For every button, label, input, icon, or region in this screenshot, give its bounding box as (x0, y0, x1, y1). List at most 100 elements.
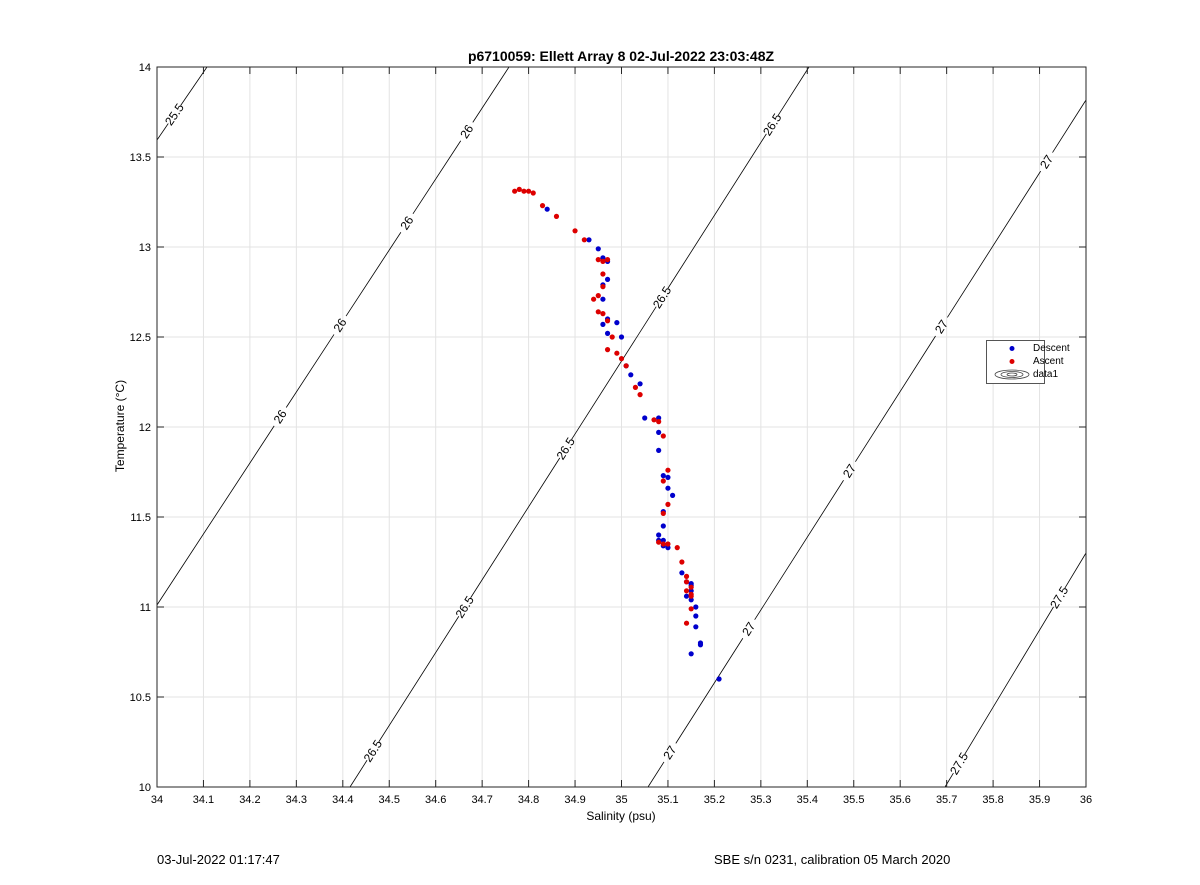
x-tick-label: 35.5 (843, 794, 864, 806)
descent-point (604, 276, 611, 282)
contour-line (472, 66, 510, 123)
contour-label: 26 (271, 407, 290, 426)
legend-label-data1: data1 (1033, 369, 1059, 380)
ascent-point (683, 620, 690, 626)
contour-label: 26.5 (554, 435, 579, 462)
footer-calibration: SBE s/n 0231, calibration 05 March 2020 (714, 852, 951, 867)
ascent-point (660, 510, 666, 516)
x-tick-label: 34.2 (239, 794, 260, 806)
axis-ticks: 34 34.1 34.2 34.3 34.4 34.5 34.6 34.7 34.8 34.9 35… (130, 62, 1093, 806)
x-tick-label: 35.4 (797, 794, 818, 806)
x-tick-label: 34.8 (518, 794, 539, 806)
contour-line (571, 306, 657, 440)
x-axis-label: Salinity (psu) (586, 809, 655, 823)
contour-label: 27.5 (947, 750, 971, 778)
descent-point (614, 320, 620, 326)
ascent-point (656, 419, 662, 425)
ascent-point (530, 190, 536, 196)
ascent-point (679, 559, 685, 565)
x-tick-label: 35 (615, 794, 627, 806)
ascent-point (595, 309, 601, 315)
ascent-point (688, 593, 694, 599)
ascent-point (600, 311, 606, 317)
ascent-point (604, 257, 611, 263)
descent-point (697, 642, 704, 648)
x-tick-label: 35.7 (936, 794, 957, 806)
y-tick-label: 12 (139, 422, 151, 434)
y-tick-label: 10 (139, 782, 151, 794)
ascent-point (604, 347, 611, 353)
ascent-point (604, 318, 611, 324)
contour-label: 26 (457, 122, 476, 141)
ascent-point (572, 228, 578, 234)
descent-point (660, 473, 666, 479)
ascent-point (665, 501, 671, 507)
descent-point (669, 492, 676, 498)
contour-line (947, 170, 1042, 318)
y-axis-label: Temperature (°C) (113, 380, 127, 472)
y-tick-label: 14 (139, 62, 151, 74)
descent-point (628, 372, 634, 378)
descent-point (693, 604, 699, 610)
ascent-marker-icon (1009, 359, 1015, 364)
legend-entry-ascent: Ascent (987, 355, 1064, 368)
ascent-point (665, 467, 671, 473)
descent-point (595, 246, 601, 252)
ascent-point (539, 203, 546, 209)
ascent-point (623, 363, 629, 369)
ascent-point (526, 188, 532, 194)
descent-point (656, 429, 662, 435)
descent-point (688, 588, 694, 594)
descent-point (688, 651, 694, 657)
ascent-point (660, 478, 666, 484)
contour-line (412, 140, 462, 215)
ascent-point (637, 392, 643, 398)
contour-line (1052, 99, 1087, 153)
descent-point (604, 330, 611, 336)
ascent-point (512, 188, 518, 194)
x-tick-label: 34.3 (286, 794, 307, 806)
contour-line (470, 457, 561, 598)
grid-lines (156, 66, 1087, 788)
x-tick-label: 35.8 (982, 794, 1003, 806)
contour-line (667, 133, 767, 289)
contour-line (349, 760, 368, 788)
contour-label: 26 (397, 213, 416, 232)
descent-point (693, 613, 699, 619)
legend-label-ascent: Ascent (1033, 356, 1064, 367)
contour-label: 27 (660, 743, 679, 762)
x-tick-label: 35.1 (657, 794, 678, 806)
descent-point (637, 381, 643, 387)
descent-point (693, 624, 699, 630)
contour-line (156, 425, 275, 606)
x-tick-label: 34 (151, 794, 163, 806)
x-tick-label: 35.2 (704, 794, 725, 806)
descent-point (665, 485, 671, 491)
ascent-point (651, 417, 657, 423)
contour-label: 27 (932, 317, 951, 336)
x-tick-label: 35.9 (1029, 794, 1050, 806)
x-tick-label: 35.3 (750, 794, 771, 806)
y-tick-label: 13.5 (130, 152, 151, 164)
contour-line (156, 123, 169, 141)
legend-label-descent: Descent (1033, 343, 1070, 354)
legend-entry-descent: Descent (987, 342, 1070, 355)
ascent-point (665, 541, 671, 547)
contour-line (675, 638, 744, 744)
ascent-point (688, 606, 694, 612)
x-tick-label: 34.9 (564, 794, 585, 806)
descent-point (642, 415, 648, 421)
descent-point (665, 545, 671, 551)
y-tick-label: 13 (139, 242, 151, 254)
x-tick-label: 34.6 (425, 794, 446, 806)
ascent-point (521, 188, 527, 194)
legend-entry-data1: data1 (987, 368, 1058, 381)
ascent-point (600, 271, 606, 277)
descent-point (716, 676, 722, 682)
footer-timestamp: 03-Jul-2022 01:17:47 (157, 852, 280, 867)
ascent-point (674, 545, 680, 551)
ascent-point (609, 334, 615, 340)
contour-line (1064, 552, 1087, 589)
contour-line (285, 334, 335, 408)
